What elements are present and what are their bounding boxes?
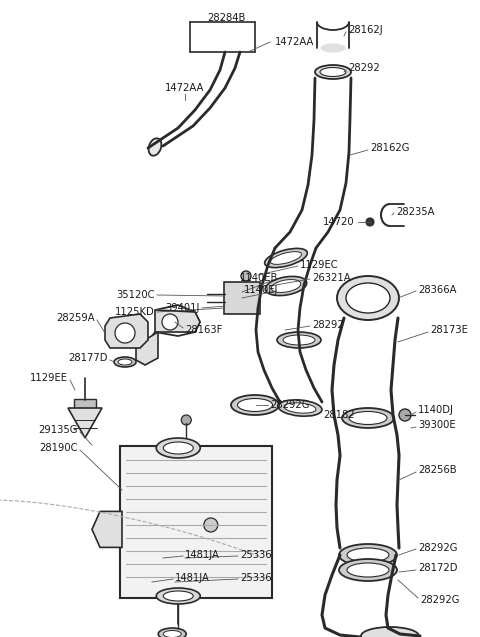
Ellipse shape [231,395,279,415]
Polygon shape [68,408,102,438]
Polygon shape [105,314,148,348]
Ellipse shape [149,138,161,155]
Text: 39300E: 39300E [418,420,456,430]
Text: 1481JA: 1481JA [185,550,220,560]
Ellipse shape [156,438,200,458]
Circle shape [366,218,374,226]
Circle shape [204,518,218,532]
Ellipse shape [271,280,301,292]
Text: 28292: 28292 [312,320,344,330]
Ellipse shape [349,412,387,424]
Text: 28182: 28182 [324,410,355,420]
Ellipse shape [347,548,389,562]
Text: 28162G: 28162G [370,143,409,153]
Ellipse shape [342,408,394,428]
Text: 1125KD: 1125KD [115,307,155,317]
FancyBboxPatch shape [120,446,272,598]
Text: 1481JA: 1481JA [175,573,210,583]
Text: 28162J: 28162J [348,25,383,35]
Text: 28177D: 28177D [69,353,108,363]
Polygon shape [155,310,200,332]
Text: 28259A: 28259A [56,313,95,323]
Ellipse shape [347,563,389,577]
Ellipse shape [238,399,273,412]
Ellipse shape [118,359,132,365]
Ellipse shape [158,628,186,637]
Ellipse shape [277,332,321,348]
Text: 28256B: 28256B [418,465,456,475]
Ellipse shape [156,588,200,604]
Text: 28292: 28292 [348,63,380,73]
Ellipse shape [339,544,397,566]
Ellipse shape [315,65,351,79]
Text: 28172D: 28172D [418,563,457,573]
Ellipse shape [337,276,399,320]
Ellipse shape [361,627,419,637]
Text: 28190C: 28190C [39,443,78,453]
Circle shape [241,271,251,281]
Ellipse shape [320,68,346,76]
FancyBboxPatch shape [224,282,260,314]
Ellipse shape [114,357,136,367]
Text: 14720: 14720 [324,217,355,227]
Text: 28163F: 28163F [185,325,222,335]
Ellipse shape [283,335,315,345]
Ellipse shape [163,442,193,454]
Circle shape [399,409,411,421]
Ellipse shape [346,283,390,313]
Text: 28292G: 28292G [418,543,457,553]
FancyBboxPatch shape [74,399,96,409]
Ellipse shape [321,44,345,52]
Circle shape [115,323,135,343]
Text: 1129EC: 1129EC [300,260,338,270]
Ellipse shape [264,248,307,268]
Ellipse shape [278,400,322,416]
Text: 28366A: 28366A [418,285,456,295]
Text: 1140EJ: 1140EJ [244,285,278,295]
Text: 1140DJ: 1140DJ [418,405,454,415]
Circle shape [162,314,178,330]
Text: 1140EB: 1140EB [240,273,278,283]
Polygon shape [155,310,200,332]
Ellipse shape [265,276,307,296]
Text: 26321A: 26321A [312,273,350,283]
Text: 1129EE: 1129EE [30,373,68,383]
Text: 35120C: 35120C [117,290,155,300]
Text: 39401J: 39401J [166,303,200,313]
Text: 1472AA: 1472AA [165,83,204,93]
Text: 1472AA: 1472AA [275,37,314,47]
Ellipse shape [163,631,181,637]
Ellipse shape [271,252,301,264]
Text: 28284B: 28284B [207,13,245,23]
Ellipse shape [339,559,397,581]
Text: 29135G: 29135G [38,425,78,435]
Polygon shape [136,332,158,365]
Text: 25336: 25336 [240,573,272,583]
Text: 28235A: 28235A [396,207,434,217]
Circle shape [181,415,191,425]
Polygon shape [92,512,122,547]
Ellipse shape [163,591,193,601]
Ellipse shape [284,403,316,413]
Text: 25336: 25336 [240,550,272,560]
Text: 28292G: 28292G [270,400,310,410]
Text: 28173E: 28173E [430,325,468,335]
Text: 28292G: 28292G [420,595,459,605]
